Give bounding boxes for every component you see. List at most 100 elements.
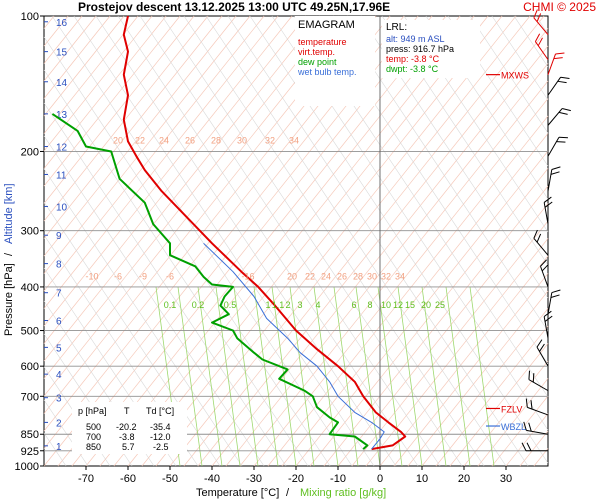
- isotherm-line: [113, 15, 475, 467]
- wind-barb-flag: [560, 76, 570, 80]
- wind-barb: [523, 421, 549, 435]
- isotherm-label: 20: [287, 271, 297, 281]
- mixing-ratio-line: [445, 286, 471, 467]
- wind-barb: [528, 370, 549, 392]
- x-tick-label: 30: [500, 473, 512, 485]
- dry-adiabat-line: [51, 15, 353, 467]
- wind-barb: [547, 52, 565, 75]
- level-markers: MXWS FZLV WBZL: [486, 71, 529, 432]
- legend-item-wet-bulb: wet bulb temp.: [298, 67, 357, 77]
- isotherm-label: 24: [321, 271, 331, 281]
- isotherm-line: [449, 343, 549, 467]
- y-axis-title: Pressure [hPa] / Altitude [km]: [3, 183, 15, 336]
- isotherm-label: -6: [166, 271, 174, 281]
- x-tick-label: -10: [330, 473, 346, 485]
- x-tick-label: 0: [377, 473, 383, 485]
- y-tick-label: 400: [21, 282, 39, 294]
- wind-barb: [536, 339, 549, 367]
- isotherm-label: 30: [367, 271, 377, 281]
- mixing-ratio-label: 8: [367, 300, 372, 310]
- legend-item-temperature: temperature: [298, 37, 347, 47]
- x-axis-label-separator: /: [286, 487, 290, 499]
- y-tick-label: 1000: [15, 461, 39, 473]
- isotherm-line: [295, 150, 549, 467]
- lrl-info-panel: [382, 20, 480, 78]
- isotherm-label: 28: [211, 135, 221, 145]
- wind-barb-flag: [541, 264, 549, 272]
- wind-barb: [547, 166, 561, 192]
- mixing-ratio-label: 0.2: [192, 300, 205, 310]
- isotherm-label: -16: [241, 271, 254, 281]
- isotherm-line: [505, 413, 549, 467]
- mixing-ratio-label: 3: [297, 300, 302, 310]
- mixing-ratio-lines: [155, 286, 495, 467]
- dry-adiabat-line: [43, 135, 265, 467]
- wind-barb: [547, 76, 570, 96]
- x-tick-label: -70: [78, 473, 94, 485]
- wind-barb-flag: [528, 370, 530, 380]
- wind-barb-shaft: [547, 169, 553, 192]
- mixing-ratio-labels: 0.1 0.2 0.5 1 1.1 2 3 4 6 8 10 12 15 20 25: [164, 300, 445, 310]
- wind-barb-flag: [534, 33, 541, 42]
- isotherm-label: 34: [289, 135, 299, 145]
- table-cell-td-850: -2.5: [153, 442, 169, 452]
- pressure-ticks: 100 200 300 400 500 600 700 850 925 1000: [15, 11, 44, 473]
- dry-adiabat-line: [43, 399, 89, 467]
- profile-series: [51, 15, 407, 451]
- credit-label: CHMI © 2025: [523, 0, 596, 14]
- wind-barb-flag: [550, 294, 560, 298]
- table-cell-td-700: -12.0: [150, 432, 171, 442]
- wind-barb: [543, 196, 553, 225]
- isotherm-line: [267, 115, 549, 467]
- mixing-ratio-label: 2: [285, 300, 290, 310]
- isotherm-line: [43, 15, 307, 344]
- wind-barb-flag: [533, 229, 538, 239]
- isotherm-line: [337, 203, 549, 467]
- wind-barb-shaft: [526, 429, 549, 435]
- wind-barb-flag: [543, 310, 552, 317]
- dry-adiabat-line: [205, 15, 507, 467]
- wind-barb-shaft: [543, 202, 549, 225]
- altitude-tick-label: 16: [56, 18, 68, 29]
- isotherm-line: [85, 15, 447, 467]
- dry-adiabat-line: [73, 15, 375, 467]
- dry-adiabat-line: [95, 15, 397, 467]
- altitude-tick-label: 6: [56, 317, 62, 328]
- temperature-ticks: -70 -60 -50 -40 -30 -20 -10 0 10 20 30: [78, 466, 512, 485]
- table-header-temperature: T: [124, 406, 130, 416]
- mixing-ratio-label: 20: [421, 300, 431, 310]
- wind-barb-shaft: [536, 346, 549, 367]
- mixing-ratio-line: [215, 286, 241, 467]
- dry-adiabat-line: [183, 15, 485, 467]
- isotherm-line: [141, 15, 503, 467]
- lrl-altitude: alt: 949 m ASL: [386, 34, 445, 44]
- wind-barb: [547, 136, 568, 157]
- level-marker-wbzl: WBZL: [501, 422, 526, 432]
- isotherm-line: [99, 15, 461, 467]
- table-cell-t-850: 5.7: [122, 442, 135, 452]
- wind-barb-flag: [551, 289, 561, 294]
- level-marker-mxws: MXWS: [501, 71, 529, 81]
- y-axis-label-altitude: Altitude [km]: [3, 183, 15, 244]
- wind-barb-flag: [544, 201, 553, 208]
- wind-barb-flag: [536, 339, 543, 348]
- table-header-dewpoint: Td [°C]: [146, 406, 175, 416]
- wind-barb-shaft: [543, 316, 549, 339]
- wind-barb-shaft: [528, 379, 549, 392]
- altitude-tick-label: 12: [56, 143, 68, 154]
- isotherm-label: 34: [395, 271, 405, 281]
- x-tick-label: 20: [458, 473, 470, 485]
- mixing-ratio-line: [313, 286, 339, 467]
- y-tick-label: 300: [21, 226, 39, 238]
- table-cell-p-500: 500: [86, 422, 102, 432]
- wind-barb-flag: [562, 108, 571, 112]
- isotherm-label: 32: [265, 135, 275, 145]
- isotherm-line: [43, 15, 195, 204]
- isotherm-line: [43, 15, 125, 117]
- dry-adiabat-line: [513, 15, 549, 68]
- mixing-ratio-label: 12: [393, 300, 403, 310]
- y-tick-label: 600: [21, 361, 39, 373]
- isotherm-line: [491, 395, 549, 467]
- wind-barb-flag: [539, 343, 545, 352]
